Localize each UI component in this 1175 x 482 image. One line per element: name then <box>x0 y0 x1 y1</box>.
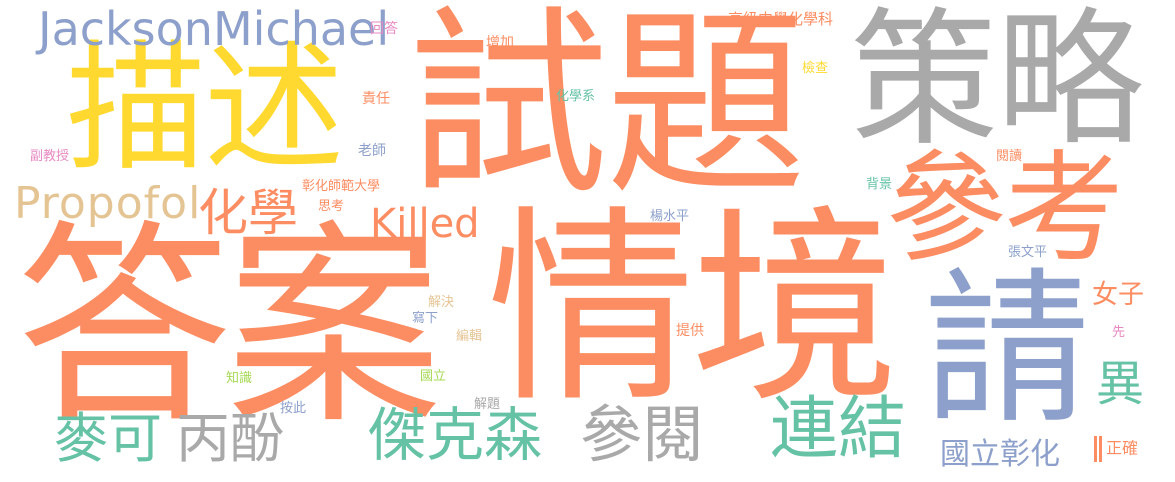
word-zengjia: 增加 <box>486 35 514 51</box>
word-jiejue: 解決 <box>428 295 455 310</box>
word-nvzi: 女子 <box>1092 280 1145 310</box>
word-zhanghuashida: 彰化師範大學 <box>302 179 381 194</box>
word-jackson-michael: JacksonMichael <box>38 2 390 56</box>
word-zeren: 責任 <box>362 91 390 107</box>
word-miaoshu: 描述 <box>66 28 344 191</box>
word-xian: 先 <box>1112 325 1126 340</box>
word-lianjie: 連結 <box>770 390 907 469</box>
word-gaoji: 高級中學化學科 <box>728 10 834 28</box>
word-killed: Killed <box>370 201 480 247</box>
word-huida: 回答 <box>370 21 398 37</box>
word-propofol: Propofol <box>14 178 202 229</box>
word-shiti: 試題 <box>408 0 806 222</box>
word-beijing: 背景 <box>866 177 893 192</box>
word-jieti: 解題 <box>474 397 501 412</box>
word-jiancha: 檢查 <box>802 61 829 76</box>
word-bingfen: 丙酚 <box>176 407 284 470</box>
word-huaxuexi: 化學系 <box>556 89 596 104</box>
word-cankao: 參考 <box>886 140 1124 279</box>
word-zhangwenping: 張文平 <box>1008 245 1048 260</box>
word-guolizhanghua: 國立彰化 <box>940 437 1060 472</box>
word-ans: 答案 <box>16 202 442 453</box>
word-yi: 異 <box>1096 356 1145 412</box>
word-qing: 請 <box>924 254 1090 447</box>
word-maike: 麥可 <box>54 407 162 470</box>
word-bianji: 編輯 <box>456 329 483 344</box>
word-fujiaoshou: 副教授 <box>30 149 70 164</box>
word-zhishi: 知識 <box>226 371 253 386</box>
word-tigong: 提供 <box>676 323 704 339</box>
word-zhengque: 正確 <box>1094 436 1138 462</box>
word-yuedu: 閱讀 <box>996 149 1023 164</box>
word-huaxue: 化學 <box>198 184 298 242</box>
word-guoli: 國立 <box>420 369 447 384</box>
word-anci: 按此 <box>280 401 307 416</box>
word-sikao: 思考 <box>318 199 345 214</box>
word-laoshi: 老師 <box>358 143 386 159</box>
word-yangshuiping: 楊水平 <box>650 209 690 224</box>
word-celue: 策略 <box>850 0 1144 166</box>
word-canyue: 參閱 <box>580 398 705 471</box>
word-qingjing: 情境 <box>487 189 899 431</box>
word-xiexia: 寫下 <box>412 311 439 326</box>
word-jiekesen: 傑克森 <box>368 401 543 469</box>
